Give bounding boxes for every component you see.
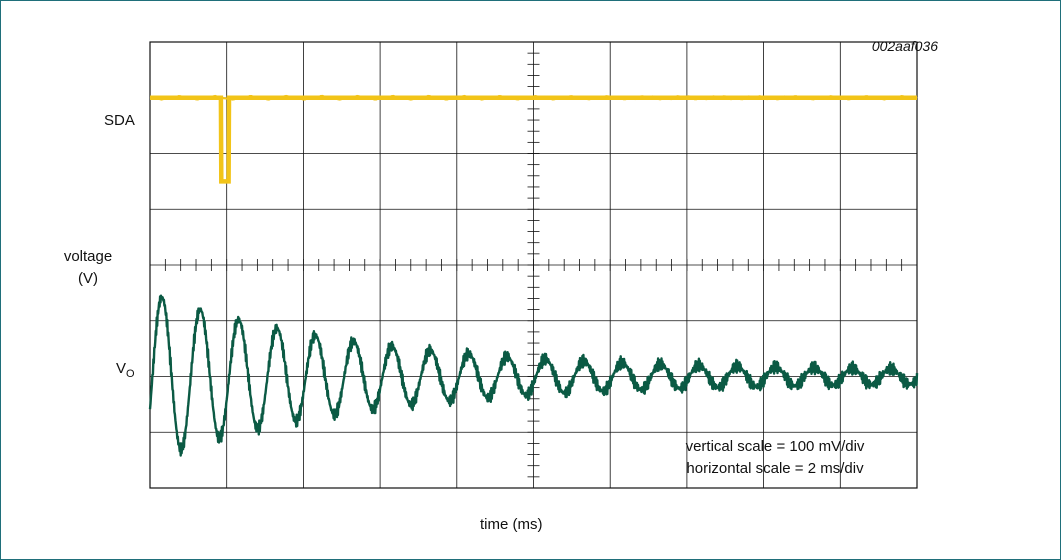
horizontal-scale-note: horizontal scale = 2 ms/div [686,460,864,477]
sda-trace-noise [149,94,918,101]
oscilloscope-plot [148,41,919,489]
vo-channel-label: VO [116,360,135,380]
sda-channel-label: SDA [104,112,135,129]
vo-label-main: V [116,360,127,377]
figure-id: 002aaf036 [871,38,938,54]
vo-trace [148,294,919,457]
y-axis-label-line1: voltage [63,248,113,265]
center-ticks [149,41,903,478]
vertical-scale-note: vertical scale = 100 mV/div [685,438,865,455]
vo-label-subscript: O [126,368,135,380]
x-axis-label: time (ms) [480,516,543,533]
traces [148,94,919,457]
y-axis-label-line2: (V) [78,270,98,287]
